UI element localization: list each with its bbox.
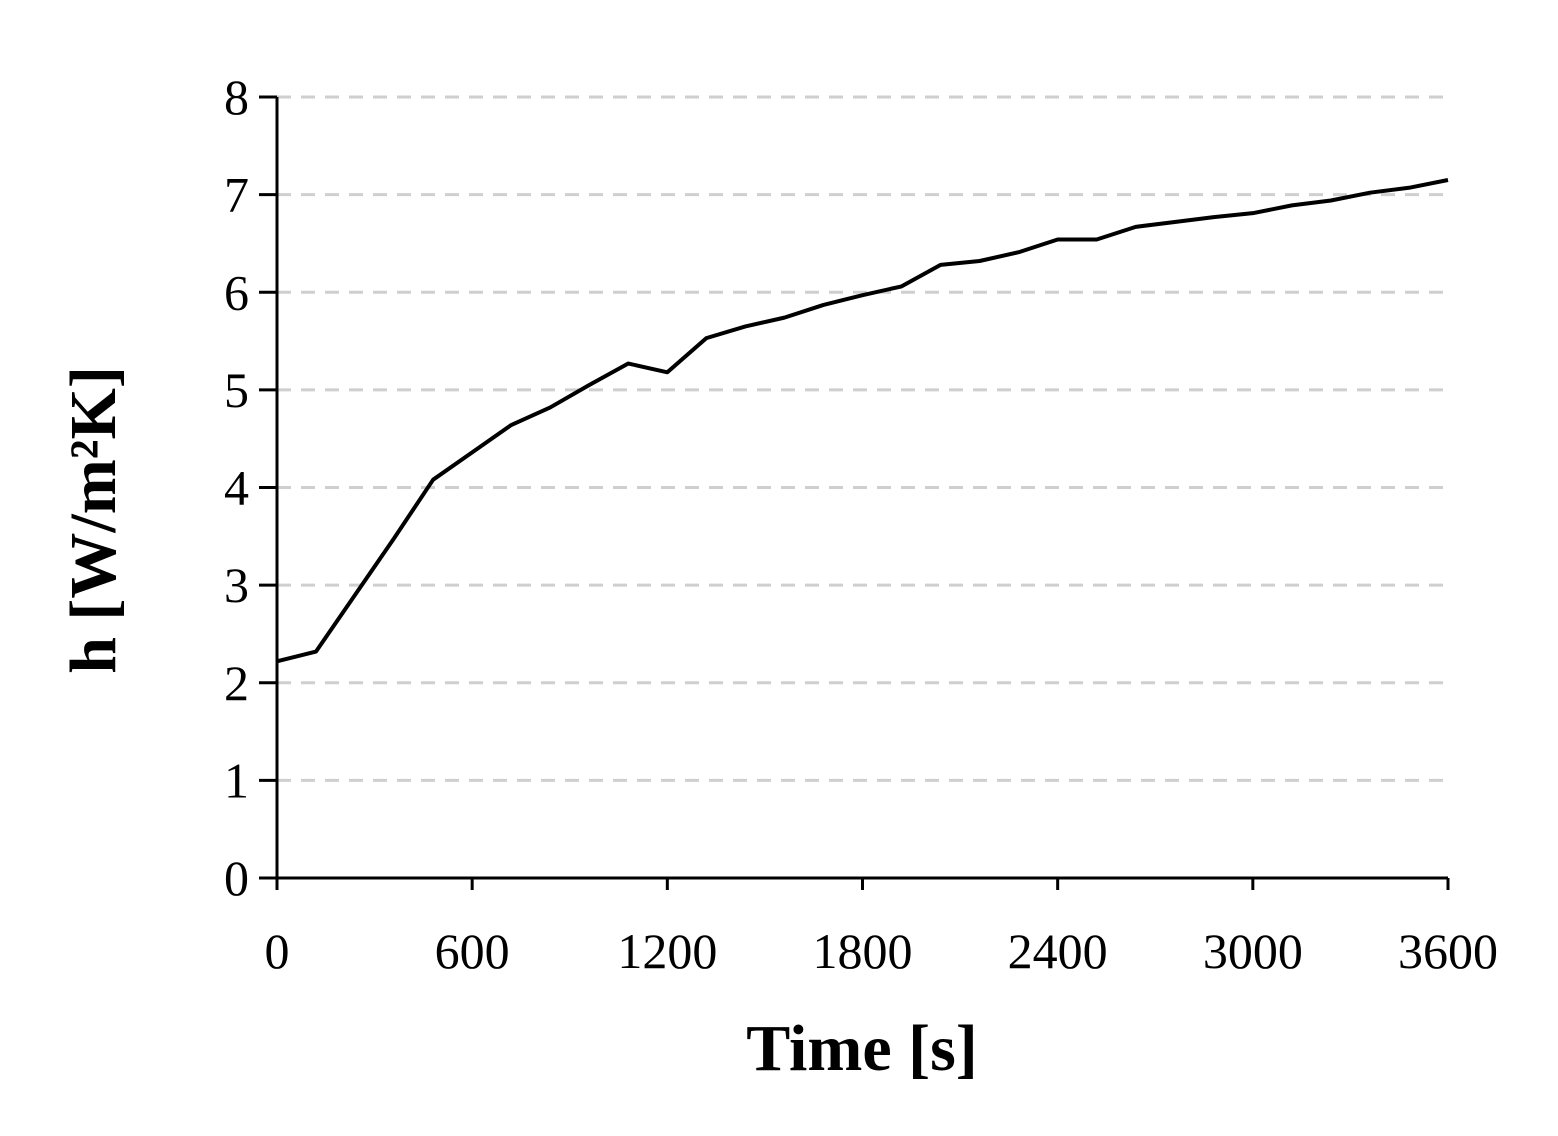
y-tick-label: 8 <box>224 69 249 125</box>
x-tick-label: 3000 <box>1203 923 1303 979</box>
y-tick-label: 5 <box>224 362 249 418</box>
x-tick-label: 1800 <box>813 923 913 979</box>
y-tick-label: 3 <box>224 557 249 613</box>
y-tick-label: 7 <box>224 167 249 223</box>
y-tick-label: 2 <box>224 655 249 711</box>
x-tick-label: 600 <box>435 923 510 979</box>
x-tick-label: 3600 <box>1398 923 1498 979</box>
y-tick-label: 1 <box>224 752 249 808</box>
y-tick-label: 0 <box>224 850 249 906</box>
data-line <box>276 178 1449 664</box>
y-tick-label: 4 <box>224 460 249 516</box>
x-tick-label: 0 <box>265 923 290 979</box>
x-axis-title: Time [s] <box>746 1012 978 1085</box>
x-tick-label: 1200 <box>617 923 717 979</box>
x-tick-label: 2400 <box>1008 923 1108 979</box>
y-axis-title: h [W/m²K] <box>57 366 130 674</box>
y-tick-label: 6 <box>224 264 249 320</box>
